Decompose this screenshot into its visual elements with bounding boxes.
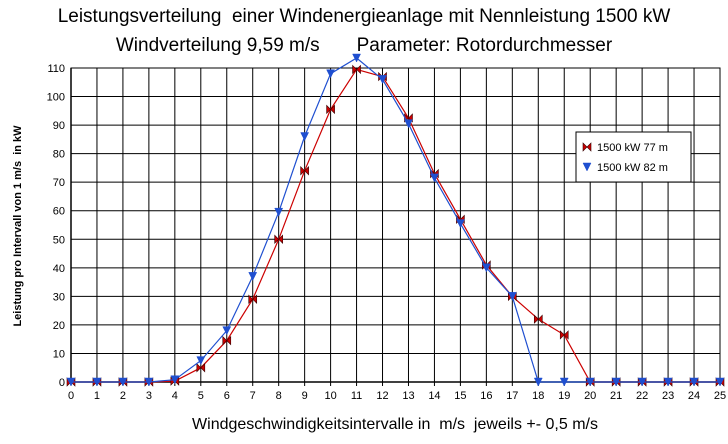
data-point-series-2 [715,377,725,387]
data-point-series-2 [559,377,569,387]
x-tick-label: 3 [146,390,152,402]
data-point-series-2 [170,375,180,385]
data-point-series-2 [689,377,699,387]
data-point-series-1 [300,166,309,176]
y-tick-label: 10 [53,348,65,360]
x-tick-label: 6 [224,390,230,402]
data-point-series-2 [611,377,621,387]
data-point-series-2 [326,69,336,79]
x-tick-label: 5 [198,390,204,402]
y-tick-label: 30 [53,291,65,303]
data-point-series-1 [274,234,283,244]
data-point-series-2 [92,377,102,387]
x-tick-label: 7 [250,390,256,402]
data-point-series-2 [585,377,595,387]
data-point-series-2 [430,173,439,183]
data-point-series-2 [533,377,543,387]
y-tick-label: 70 [53,177,65,189]
y-tick-label: 40 [53,263,65,275]
x-tick-label: 23 [662,390,674,402]
x-tick-label: 11 [351,390,362,402]
y-tick-label: 50 [53,234,65,246]
x-tick-label: 17 [506,390,518,402]
x-tick-label: 24 [688,390,700,402]
legend-marker-2 [582,162,592,172]
y-tick-label: 60 [53,206,65,218]
y-tick-label: 100 [47,92,65,104]
x-tick-label: 10 [324,390,336,402]
data-point-series-1 [326,104,335,115]
data-point-series-2 [196,356,206,366]
x-tick-label: 14 [428,390,440,402]
data-point-series-1 [352,64,361,75]
x-tick-label: 18 [532,390,544,402]
x-tick-label: 22 [636,390,648,402]
y-tick-label: 80 [53,149,65,161]
data-point-series-2 [118,377,128,387]
data-point-series-2 [144,377,154,387]
y-tick-label: 0 [59,377,65,389]
legend-label-2: 1500 kW 82 m [597,162,668,174]
x-tick-label: 16 [480,390,492,402]
data-point-series-1 [248,294,258,304]
x-tick-label: 8 [276,390,282,402]
legend [575,131,692,183]
x-tick-label: 4 [172,390,178,402]
chart-title: Leistungsverteilung einer Windenergieanl… [57,6,671,27]
data-point-series-2 [352,53,361,63]
x-tick-label: 20 [584,390,596,402]
x-tick-label: 15 [454,390,466,402]
x-tick-label: 12 [376,390,388,402]
x-tick-label: 1 [94,390,100,402]
legend-label-1: 1500 kW 77 m [597,142,668,154]
x-tick-label: 21 [610,390,622,402]
data-point-series-2 [274,207,284,217]
y-tick-label: 90 [53,120,65,132]
x-tick-label: 2 [120,390,126,402]
series-line-2 [71,57,720,383]
data-point-series-2 [66,377,76,387]
data-point-series-2 [404,119,413,129]
data-point-series-2 [637,377,647,387]
x-tick-label: 13 [402,390,414,402]
data-point-series-2 [663,377,673,387]
data-point-series-1 [559,330,569,340]
x-tick-label: 9 [302,390,308,402]
x-tick-label: 19 [558,390,570,402]
data-point-series-1 [196,363,206,373]
data-point-series-1 [222,335,232,346]
data-point-series-2 [481,263,491,273]
x-tick-label: 0 [68,390,74,402]
data-point-series-2 [507,292,517,301]
x-axis-label: Windgeschwindigkeitsintervalle in m/s je… [192,416,598,433]
data-point-series-2 [378,75,387,84]
data-point-series-2 [300,132,310,142]
plot-frame [70,67,721,383]
data-point-series-2 [222,326,232,336]
data-point-series-2 [455,219,465,229]
x-tick-label: 25 [714,390,726,402]
y-tick-label: 110 [47,63,65,75]
legend-marker-1 [582,142,592,152]
data-point-series-2 [248,272,258,281]
y-tick-label: 20 [53,320,65,332]
data-point-series-1 [533,314,543,324]
chart-subtitle: Windverteilung 9,59 m/s Parameter: Rotor… [115,35,613,56]
